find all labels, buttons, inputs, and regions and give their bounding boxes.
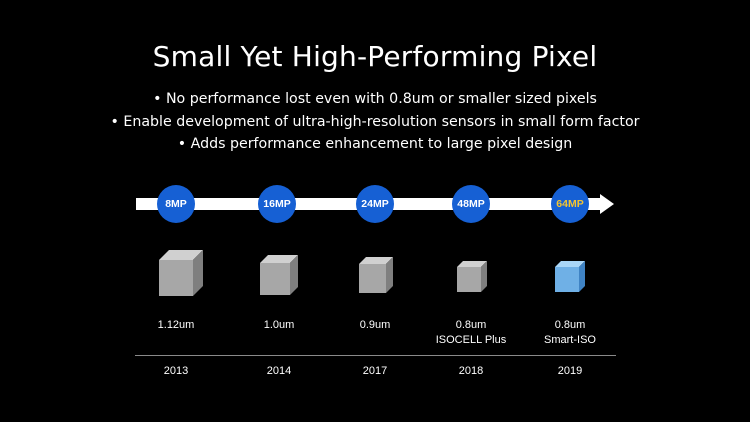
mp-badge-2014: 16MP xyxy=(258,185,296,223)
year-label: 2013 xyxy=(163,365,189,377)
mp-badge-2017: 24MP xyxy=(356,185,394,223)
arrow-right-icon xyxy=(600,194,614,214)
pixel-size-label: 0.9um xyxy=(315,318,435,333)
mp-badge-2018: 48MP xyxy=(452,185,490,223)
divider-line xyxy=(135,355,616,356)
slide-title: Small Yet High-Performing Pixel xyxy=(152,40,598,73)
pixel-technology: Smart-ISO xyxy=(544,334,596,346)
pixel-cube-icon xyxy=(457,261,487,292)
mp-badge-2013: 8MP xyxy=(157,185,195,223)
pixel-size-label: 0.8um Smart-ISO xyxy=(510,318,630,348)
pixel-size: 0.8um xyxy=(455,319,487,331)
pixel-cube-icon xyxy=(159,250,203,296)
year-label: 2018 xyxy=(458,365,484,377)
pixel-size: 0.9um xyxy=(359,319,391,331)
bullet-item: • Enable development of ultra-high-resol… xyxy=(110,113,640,130)
pixel-cube-icon xyxy=(359,257,393,293)
bullet-item: • Adds performance enhancement to large … xyxy=(177,136,573,152)
pixel-size-label: 0.8um ISOCELL Plus xyxy=(411,318,531,348)
year-label: 2019 xyxy=(557,365,583,377)
pixel-size-label: 1.0um xyxy=(219,318,339,333)
pixel-size: 1.12um xyxy=(157,319,195,331)
bullet-list: • No performance lost even with 0.8um or… xyxy=(0,88,750,156)
pixel-cube-blue-icon xyxy=(555,261,585,292)
bullet-item: • No performance lost even with 0.8um or… xyxy=(153,91,597,107)
pixel-size: 1.0um xyxy=(263,319,295,331)
year-label: 2017 xyxy=(362,365,388,377)
pixel-technology: ISOCELL Plus xyxy=(435,334,507,346)
pixel-size: 0.8um xyxy=(554,319,586,331)
mp-badge-2019: 64MP xyxy=(551,185,589,223)
pixel-size-label: 1.12um xyxy=(116,318,236,333)
year-label: 2014 xyxy=(266,365,292,377)
pixel-cube-icon xyxy=(260,255,298,295)
